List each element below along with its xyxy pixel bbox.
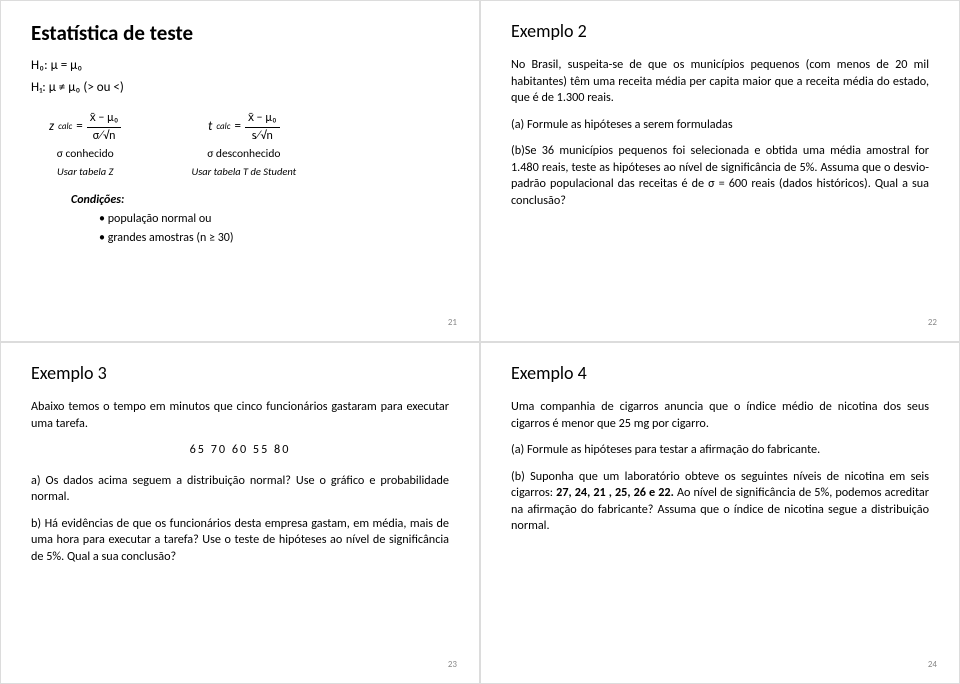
page-21: 21 — [448, 317, 457, 329]
formula-row: zcalc = x̄ − μ₀ σ⁄√n σ conhecido Usar ta… — [49, 110, 449, 179]
t-frac: x̄ − μ₀ s⁄√n — [245, 110, 280, 143]
slide24-title: Exemplo 4 — [511, 361, 929, 385]
cond-2-text: grandes amostras (n ≥ 30) — [108, 231, 234, 245]
slide23-nums: 65 70 60 55 80 — [31, 442, 449, 458]
t-den: s⁄√n — [249, 128, 276, 144]
sigma-unknown: σ desconhecido — [207, 147, 280, 163]
slide24-b: (b) Suponha que um laboratório obteve os… — [511, 469, 929, 535]
slide21-h1: H₁: μ ≠ μ₀ (> ou <) — [31, 79, 449, 97]
slide22-title: Exemplo 2 — [511, 19, 929, 43]
t-formula: tcalc = x̄ − μ₀ s⁄√n — [208, 110, 280, 143]
t-formula-col: tcalc = x̄ − μ₀ s⁄√n σ desconhecido Usar… — [191, 110, 296, 179]
cond-2: • grandes amostras (n ≥ 30) — [99, 230, 449, 246]
slide-24: Exemplo 4 Uma companhia de cigarros anun… — [480, 342, 960, 684]
slide22-b: (b)Se 36 municípios pequenos foi selecio… — [511, 143, 929, 209]
eq-sign-t: = — [234, 118, 240, 136]
slide22-a: (a) Formule as hipóteses a serem formula… — [511, 117, 929, 133]
slide21-h0: H₀: μ = μ₀ — [31, 57, 449, 75]
z-formula: zcalc = x̄ − μ₀ σ⁄√n — [49, 110, 121, 143]
slide23-p1: Abaixo temos o tempo em minutos que cinc… — [31, 399, 449, 432]
z-formula-col: zcalc = x̄ − μ₀ σ⁄√n σ conhecido Usar ta… — [49, 110, 121, 179]
t-var: t — [208, 118, 212, 136]
page-24: 24 — [928, 659, 937, 671]
page-23: 23 — [448, 659, 457, 671]
z-num: x̄ − μ₀ — [87, 110, 122, 127]
page-22: 22 — [928, 317, 937, 329]
slide23-a: a) Os dados acima seguem a distribuição … — [31, 473, 449, 506]
slide-23: Exemplo 3 Abaixo temos o tempo em minuto… — [0, 342, 480, 684]
slide24-p1: Uma companhia de cigarros anuncia que o … — [511, 399, 929, 432]
table-t: Usar tabela T de Student — [191, 165, 296, 179]
slide-21: Estatística de teste H₀: μ = μ₀ H₁: μ ≠ … — [0, 0, 480, 342]
slide21-title: Estatística de teste — [31, 19, 449, 47]
z-sub: calc — [58, 121, 72, 133]
slide-grid: Estatística de teste H₀: μ = μ₀ H₁: μ ≠ … — [0, 0, 960, 684]
slide23-title: Exemplo 3 — [31, 361, 449, 385]
cond-header: Condições: — [71, 192, 449, 208]
z-frac: x̄ − μ₀ σ⁄√n — [87, 110, 122, 143]
cond-1-text: população normal ou — [108, 212, 212, 226]
table-z: Usar tabela Z — [57, 165, 113, 179]
slide22-p1: No Brasil, suspeita-se de que os municíp… — [511, 57, 929, 106]
t-num: x̄ − μ₀ — [245, 110, 280, 127]
conditions-block: Condições: • população normal ou • grand… — [71, 192, 449, 247]
t-sub: calc — [216, 121, 230, 133]
z-var: z — [49, 118, 54, 136]
cond-1: • população normal ou — [99, 211, 449, 227]
slide24-b-bold: 27, 24, 21 , 25, 26 e 22. — [556, 485, 674, 500]
slide24-a: (a) Formule as hipóteses para testar a a… — [511, 442, 929, 458]
sigma-known: σ conhecido — [57, 147, 114, 163]
slide23-b: b) Há evidências de que os funcionários … — [31, 516, 449, 565]
eq-sign-z: = — [76, 118, 82, 136]
z-den: σ⁄√n — [90, 128, 119, 144]
slide-22: Exemplo 2 No Brasil, suspeita-se de que … — [480, 0, 960, 342]
